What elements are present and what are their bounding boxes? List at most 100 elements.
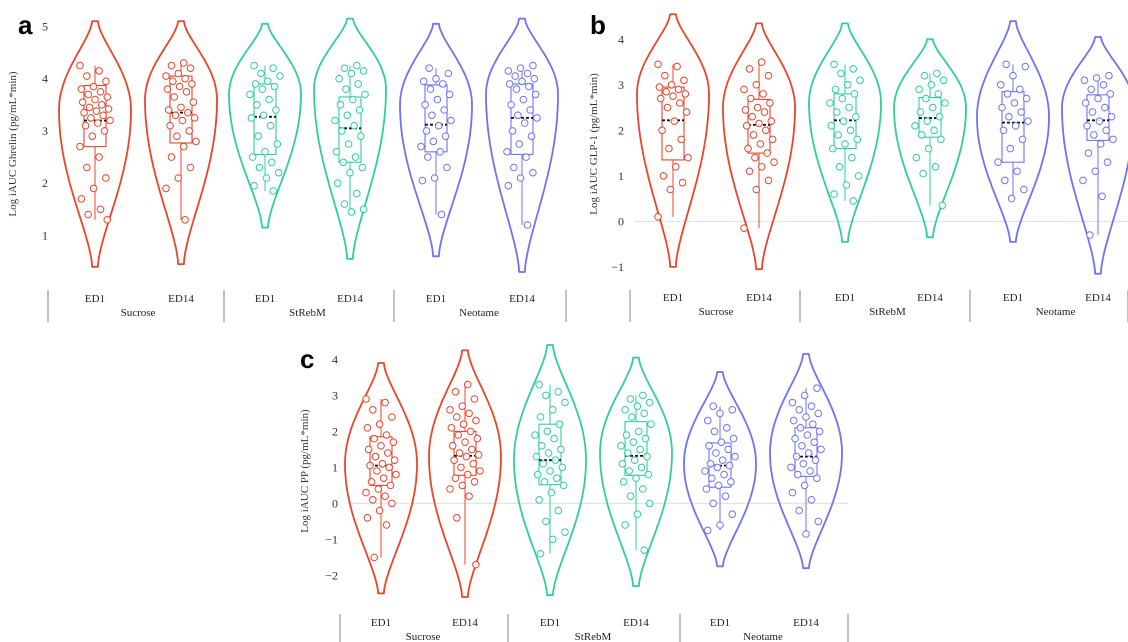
data-point xyxy=(705,442,713,450)
x-group-label: StRebM xyxy=(575,631,612,642)
data-point xyxy=(336,101,345,109)
violin-outline xyxy=(893,38,967,239)
data-point xyxy=(682,108,691,116)
data-point xyxy=(708,474,716,483)
data-point xyxy=(462,452,471,461)
data-point xyxy=(931,163,940,171)
data-point xyxy=(182,88,191,96)
data-point xyxy=(83,72,91,80)
x-category-label: ED14 xyxy=(746,292,772,304)
data-point xyxy=(355,106,364,114)
data-point xyxy=(175,82,184,91)
iqr-box xyxy=(253,83,277,155)
data-point xyxy=(837,69,845,78)
violin-neotame-ed14 xyxy=(1061,36,1128,275)
data-point xyxy=(335,74,343,83)
data-point xyxy=(373,467,381,475)
data-point xyxy=(361,90,369,99)
y-tick-label: 5 xyxy=(42,19,48,33)
data-point xyxy=(359,67,368,75)
data-point xyxy=(453,514,461,522)
data-point xyxy=(185,127,193,135)
data-point xyxy=(1010,99,1019,107)
data-point xyxy=(1098,192,1106,201)
data-point xyxy=(340,64,349,72)
data-point xyxy=(1016,85,1024,94)
data-point xyxy=(505,80,514,88)
data-point xyxy=(1084,149,1093,157)
data-point xyxy=(270,82,279,91)
data-point xyxy=(729,434,738,443)
data-point xyxy=(760,108,769,116)
data-point xyxy=(763,149,772,157)
data-point xyxy=(930,126,938,135)
data-point xyxy=(673,62,681,71)
data-point xyxy=(548,406,557,414)
data-point xyxy=(428,111,436,120)
data-point xyxy=(458,402,467,411)
data-point xyxy=(928,103,937,112)
data-point xyxy=(1079,176,1087,185)
data-point xyxy=(817,445,825,454)
x-category-label: ED14 xyxy=(1085,292,1111,304)
violin-strebm-ed14 xyxy=(893,38,967,239)
data-point xyxy=(645,499,654,508)
data-point xyxy=(258,85,267,93)
data-point xyxy=(640,409,649,418)
data-point xyxy=(510,163,518,172)
x-group-label: Neotame xyxy=(743,631,783,642)
data-point xyxy=(268,158,276,167)
data-point xyxy=(728,510,737,519)
data-point xyxy=(363,514,372,522)
data-point xyxy=(459,420,468,429)
data-point xyxy=(558,463,567,472)
data-point xyxy=(559,481,568,490)
data-point xyxy=(669,92,677,100)
data-point xyxy=(994,158,1002,166)
data-point xyxy=(338,127,346,135)
data-point xyxy=(838,94,847,103)
data-point xyxy=(633,402,642,411)
panel-letter: c xyxy=(300,344,314,374)
data-point xyxy=(184,108,192,117)
data-point xyxy=(788,398,797,407)
data-point xyxy=(446,406,454,414)
data-point xyxy=(789,416,798,425)
x-group-label: Sucrose xyxy=(406,631,441,642)
data-point xyxy=(429,137,438,146)
data-point xyxy=(551,456,560,465)
violin-outline xyxy=(58,20,132,268)
data-point xyxy=(998,103,1006,112)
violin-outline xyxy=(808,22,882,243)
data-point xyxy=(716,521,724,529)
data-point xyxy=(170,93,178,101)
data-point xyxy=(469,460,478,468)
violin-strebm-ed14 xyxy=(599,356,673,588)
x-category-label: ED1 xyxy=(426,293,446,305)
data-point xyxy=(933,69,941,78)
data-point xyxy=(1088,108,1097,116)
data-point xyxy=(259,111,268,120)
data-point xyxy=(684,153,692,162)
x-group-label: Neotame xyxy=(1036,306,1076,318)
data-point xyxy=(257,69,265,78)
data-point xyxy=(382,431,391,439)
data-point xyxy=(470,478,479,486)
data-point xyxy=(347,69,356,78)
data-point xyxy=(802,530,810,538)
data-point xyxy=(757,58,766,66)
x-category-label: ED1 xyxy=(371,617,391,629)
data-point xyxy=(788,488,797,497)
data-point xyxy=(504,182,513,190)
data-point xyxy=(666,185,675,194)
data-point xyxy=(621,406,629,414)
data-point xyxy=(654,213,662,221)
y-axis-label: Log iAUC Ghrelin (pg/mL*min) xyxy=(7,71,19,216)
data-point xyxy=(463,470,472,479)
data-point xyxy=(250,61,258,70)
data-point xyxy=(436,148,444,156)
violin-sucrose-ed1 xyxy=(636,13,710,268)
data-point xyxy=(425,64,434,72)
data-point xyxy=(179,59,188,67)
data-point xyxy=(996,81,1005,89)
